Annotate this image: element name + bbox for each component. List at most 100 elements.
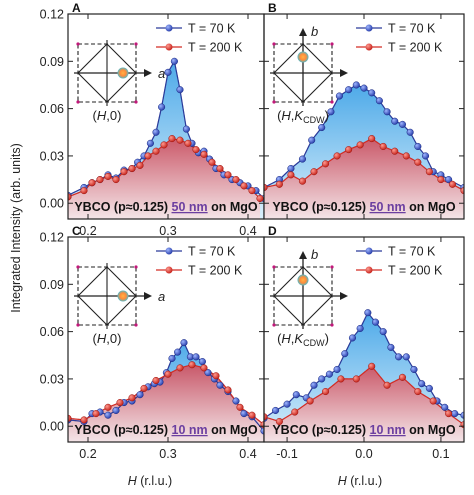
data-point-70k — [176, 86, 184, 94]
x-tick-label: 0.4 — [239, 224, 256, 238]
data-point-70k — [287, 164, 295, 173]
data-point-70k — [146, 139, 154, 147]
y-axis-label: Integrated Intensity (arb. units) — [9, 143, 23, 313]
data-point-70k — [383, 108, 391, 116]
data-point-70k — [168, 354, 176, 362]
y-tick-label: 0.06 — [40, 102, 64, 116]
y-tick-label: 0.09 — [40, 55, 64, 69]
data-point-70k — [104, 411, 112, 419]
sample-label: YBCO (p≈0.125) 50 nm on MgO — [74, 200, 258, 214]
data-point-70k — [406, 128, 414, 136]
x-tick-label: 0.1 — [432, 447, 449, 461]
legend-70k: T = 70 K — [156, 22, 236, 36]
data-point-200k — [80, 416, 88, 424]
sample-banner: YBCO (p≈0.125) 50 nm on MgO — [272, 200, 456, 214]
data-point-200k — [368, 362, 376, 370]
legend-marker — [165, 247, 173, 255]
series-200k-fill — [68, 138, 260, 219]
data-point-200k — [383, 381, 391, 389]
data-point-200k — [96, 176, 104, 184]
corner-dot — [76, 323, 80, 327]
axis-name: b — [311, 24, 318, 39]
data-point-70k — [182, 125, 190, 133]
legend-marker — [165, 24, 173, 32]
data-point-70k — [451, 410, 459, 418]
data-point-200k — [80, 187, 88, 195]
corner-dot — [76, 42, 80, 46]
index-label: (H,KCDW) — [277, 331, 329, 348]
corner-dot — [134, 42, 138, 46]
data-point-70k — [271, 406, 280, 415]
data-point-200k — [306, 397, 314, 405]
data-point-200k — [321, 160, 330, 168]
sample-label: YBCO (p≈0.125) 50 nm on MgO — [272, 200, 456, 214]
sample-banner: YBCO (p≈0.125) 10 nm on MgO — [272, 423, 456, 437]
data-point-200k — [104, 403, 112, 411]
data-point-70k — [368, 89, 376, 97]
x-tick-label: 0.0 — [355, 447, 372, 461]
corner-dot — [134, 265, 138, 269]
cdw-spot — [117, 290, 129, 302]
sample-label: YBCO (p≈0.125) 10 nm on MgO — [272, 423, 456, 437]
arrow-head — [340, 292, 348, 300]
series-200k-fill — [264, 138, 464, 219]
legend-70k: T = 70 K — [356, 245, 436, 259]
data-point-70k — [292, 391, 300, 399]
panel-letter: A — [72, 1, 81, 15]
x-tick-label: 0.4 — [239, 447, 256, 461]
y-tick-label: 0.06 — [40, 325, 64, 339]
data-point-200k — [248, 411, 256, 419]
data-point-70k — [352, 81, 360, 89]
index-label: (H,KCDW) — [277, 108, 329, 125]
series-200k-fill — [264, 366, 464, 442]
legend-marker — [365, 247, 373, 255]
data-point-200k — [402, 152, 410, 160]
data-point-70k — [318, 375, 326, 383]
data-point-200k — [68, 193, 72, 201]
y-tick-label: 0.03 — [40, 149, 64, 163]
cdw-spot — [297, 51, 309, 63]
x-tick-label: -0.1 — [276, 447, 298, 461]
cdw-spot — [117, 67, 129, 79]
arrow-head — [144, 69, 152, 77]
data-point-200k — [368, 135, 376, 143]
data-point-70k — [325, 370, 333, 378]
data-point-70k — [327, 108, 335, 116]
data-point-200k — [298, 177, 307, 185]
data-point-200k — [176, 136, 184, 144]
data-point-200k — [128, 164, 136, 173]
corner-dot — [134, 100, 138, 104]
data-point-70k — [441, 403, 449, 411]
panel-letter: D — [268, 224, 277, 238]
x-tick-label: 0.2 — [79, 447, 96, 461]
data-point-200k — [240, 182, 248, 190]
data-point-70k — [192, 353, 200, 361]
data-point-70k — [216, 381, 224, 389]
data-point-200k — [414, 387, 422, 396]
data-point-70k — [158, 103, 166, 111]
plot-area — [68, 339, 264, 442]
data-point-200k — [310, 168, 318, 176]
legend-marker — [365, 24, 373, 32]
y-tick-label: 0.03 — [40, 372, 64, 386]
corner-dot — [330, 100, 334, 104]
data-point-200k — [112, 176, 120, 184]
sample-banner: YBCO (p≈0.125) 10 nm on MgO — [74, 423, 258, 437]
data-point-200k — [287, 171, 295, 179]
data-point-200k — [92, 410, 100, 418]
corner-dot — [134, 323, 138, 327]
panel-letter: B — [268, 1, 277, 15]
inset-diagram: b (H,KCDW) — [270, 24, 348, 125]
inset-diagram: a (H,0) — [74, 263, 165, 346]
data-point-200k — [333, 152, 341, 160]
sample-label: YBCO (p≈0.125) 10 nm on MgO — [74, 423, 258, 437]
arrow-head — [340, 69, 348, 77]
data-point-200k — [232, 176, 240, 184]
data-point-200k — [140, 384, 148, 392]
arrow-head — [144, 292, 152, 300]
data-point-70k — [260, 427, 264, 435]
data-point-200k — [136, 161, 144, 169]
data-point-70k — [164, 68, 172, 76]
data-point-70k — [170, 57, 178, 65]
data-point-70k — [152, 128, 160, 136]
